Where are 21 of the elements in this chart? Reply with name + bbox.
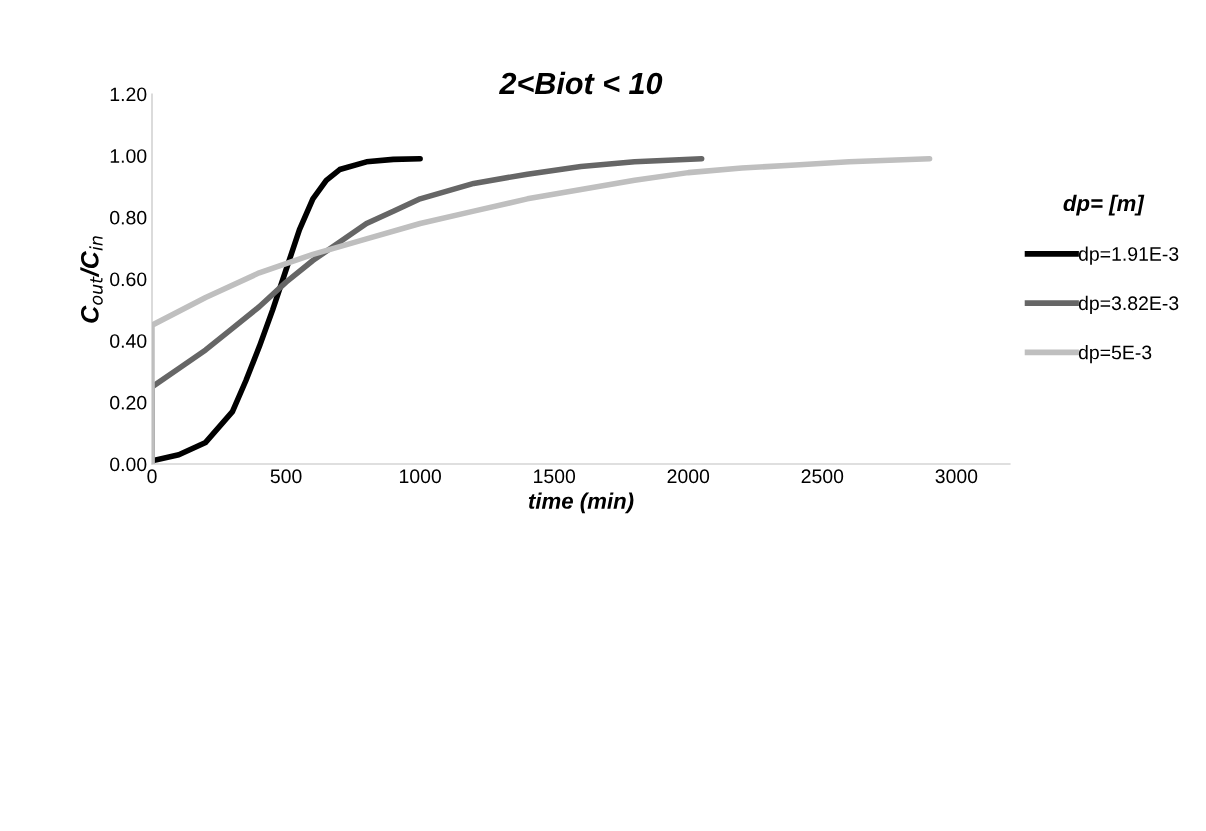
x-tick-label: 2500: [801, 469, 844, 484]
x-tick-label: 3000: [935, 469, 978, 484]
x-tick-label: 1500: [534, 469, 576, 484]
x-tick-label: 2000: [667, 469, 710, 484]
x-tick-label: 1000: [399, 469, 441, 484]
legend-label: dp=5E-3: [1078, 345, 1152, 364]
y-tick-label: 0.80: [110, 210, 147, 225]
y-tick-label: 0.60: [110, 272, 147, 287]
y-tick-label: 1.00: [110, 149, 147, 163]
x-tick-label: 500: [270, 469, 302, 484]
y-tick-label: 0.00: [110, 457, 147, 472]
y-tick-label: 0.40: [110, 334, 147, 348]
legend-label: dp=3.82E-3: [1078, 295, 1179, 314]
legend-title: dp= [m]: [1063, 194, 1145, 216]
legend-label: dp=1.91E-3: [1078, 246, 1179, 265]
y-tick-label: 1.20: [110, 87, 147, 102]
x-tick-label: 0: [147, 469, 157, 484]
y-axis-title: C$_{out}$/C$_{in}$: [80, 236, 103, 323]
chart-title: 2<Biot < 10: [499, 71, 663, 95]
y-tick-label: 0.20: [110, 395, 147, 410]
x-axis-title: time (min): [528, 492, 634, 514]
